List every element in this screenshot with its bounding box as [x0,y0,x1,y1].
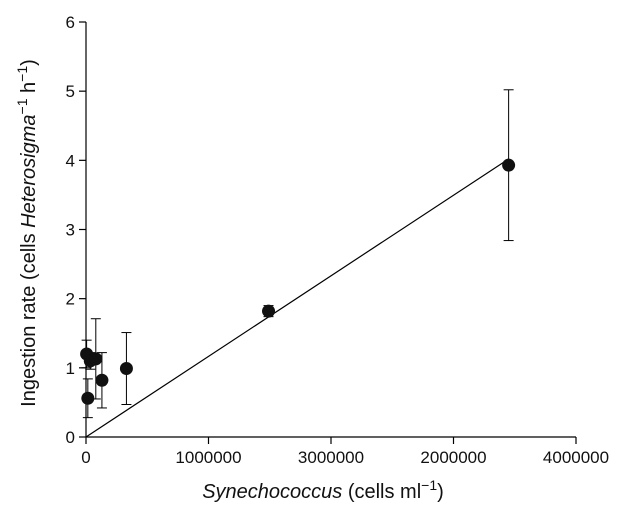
y-tick-label: 3 [66,221,75,240]
data-point [502,158,516,172]
y-axis-title: Ingestion rate (cells Heterosigma−1 h−1) [14,59,40,407]
y-tick-label: 2 [66,290,75,309]
x-tick-label: 2000000 [420,448,486,467]
fit-line [85,158,509,438]
y-ticks: 0 1 2 3 4 5 6 [66,13,86,447]
y-tick-label: 5 [66,82,75,101]
x-tick-label: 4000000 [543,448,609,467]
x-tick-label: 1000000 [175,448,241,467]
y-tick-label: 6 [66,13,75,32]
y-tick-label: 1 [66,359,75,378]
data-point [262,304,276,318]
data-points [80,158,516,405]
y-tick-label: 4 [66,151,75,170]
data-point [89,352,103,366]
data-point [119,362,133,376]
x-tick-label: 3000000 [298,448,364,467]
error-bars [81,89,514,419]
x-ticks: 0 1000000 3000000 2000000 4000000 [81,437,609,467]
data-point [95,373,109,387]
x-axis-title: Synechococcus (cells ml−1) [202,477,444,503]
axes [85,22,576,438]
y-tick-label: 0 [66,428,75,447]
fit-line-group [85,158,509,438]
data-point [81,391,95,405]
x-tick-label: 0 [81,448,90,467]
